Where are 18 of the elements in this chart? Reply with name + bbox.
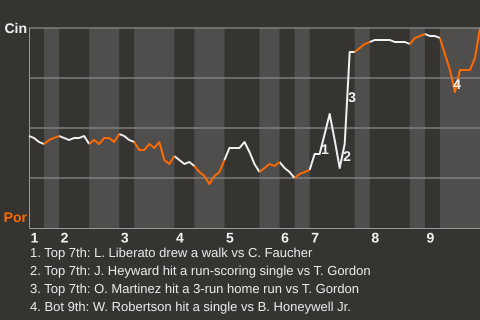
x-tick-label: 1 <box>30 230 39 246</box>
text: 3. Top 7th: O. Martinez hit a 3-run home run vs T. Gordon <box>30 281 360 296</box>
text: Cin <box>4 20 27 36</box>
x-tick-label: 9 <box>426 230 434 246</box>
annotation: 2 <box>343 148 352 164</box>
annotation: 1 <box>321 141 330 157</box>
x-tick-label: 5 <box>226 230 234 246</box>
x-tick-label: 8 <box>371 230 380 246</box>
text: Por <box>4 209 28 225</box>
x-tick-label: 6 <box>281 230 290 246</box>
text: 2. Top 7th: J. Heyward hit a run-scoring single vs T. Gordon <box>30 263 371 278</box>
annotation: 3 <box>348 89 356 105</box>
x-tick-label: 7 <box>311 230 320 246</box>
text: 1. Top 7th: L. Liberato drew a walk vs C. Faucher <box>30 245 313 260</box>
x-tick-label: 3 <box>120 230 129 246</box>
x-tick-label: 2 <box>60 230 69 246</box>
text: 4. Bot 9th: W. Robertson hit a single vs B. Honeywell Jr. <box>30 299 351 314</box>
x-tick-label: 4 <box>176 230 184 246</box>
